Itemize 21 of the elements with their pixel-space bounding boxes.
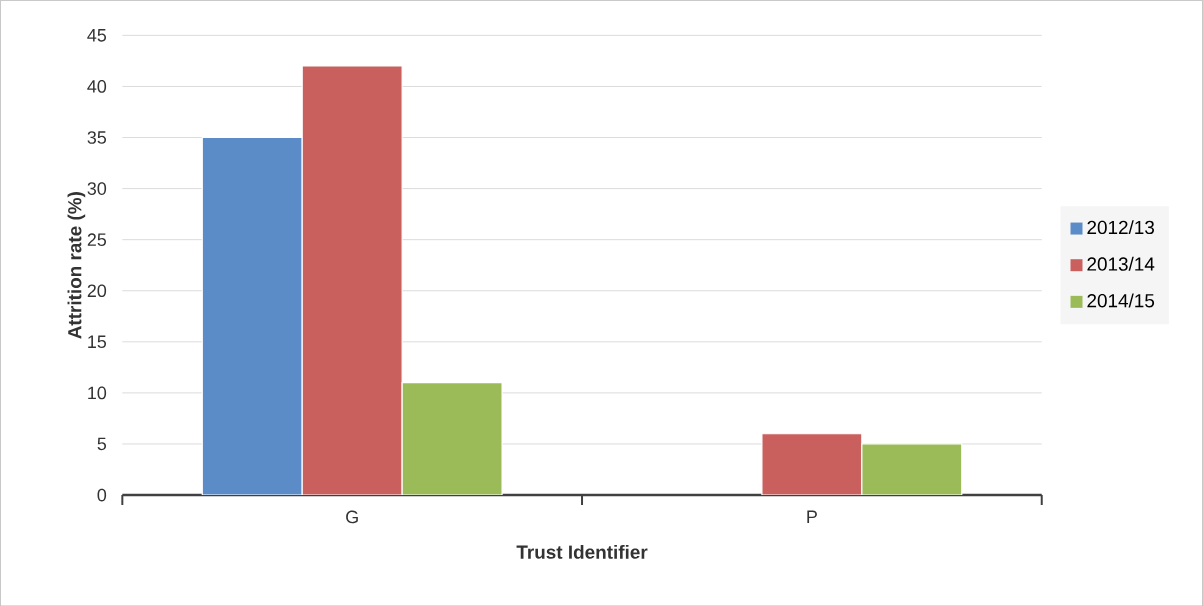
y-tick-label: 15 [88, 335, 107, 348]
legend-label: 2013/14 [1087, 256, 1155, 271]
y-tick-label: 25 [87, 233, 107, 246]
y-tick-label: 20 [87, 284, 107, 297]
y-tick-label: 40 [87, 79, 107, 93]
y-tick-label: 10 [88, 386, 107, 400]
y-axis-title: Attrition rate (%) [67, 191, 86, 339]
x-axis-title: Trust Identifier [516, 544, 648, 559]
x-tick-label: P [807, 510, 817, 523]
y-tick-label: 0 [97, 488, 107, 502]
bar [761, 432, 863, 495]
y-tick-label: 45 [87, 28, 107, 42]
y-tick-label: 35 [87, 130, 107, 144]
bar [301, 65, 403, 495]
x-tick-label: G [346, 510, 358, 524]
legend-label: 2012/13 [1087, 220, 1155, 234]
y-tick-label: 5 [97, 437, 107, 451]
bar [401, 381, 503, 495]
bar [861, 443, 963, 495]
y-tick-label: 30 [87, 182, 107, 195]
legend-label: 2014/15 [1087, 293, 1155, 308]
